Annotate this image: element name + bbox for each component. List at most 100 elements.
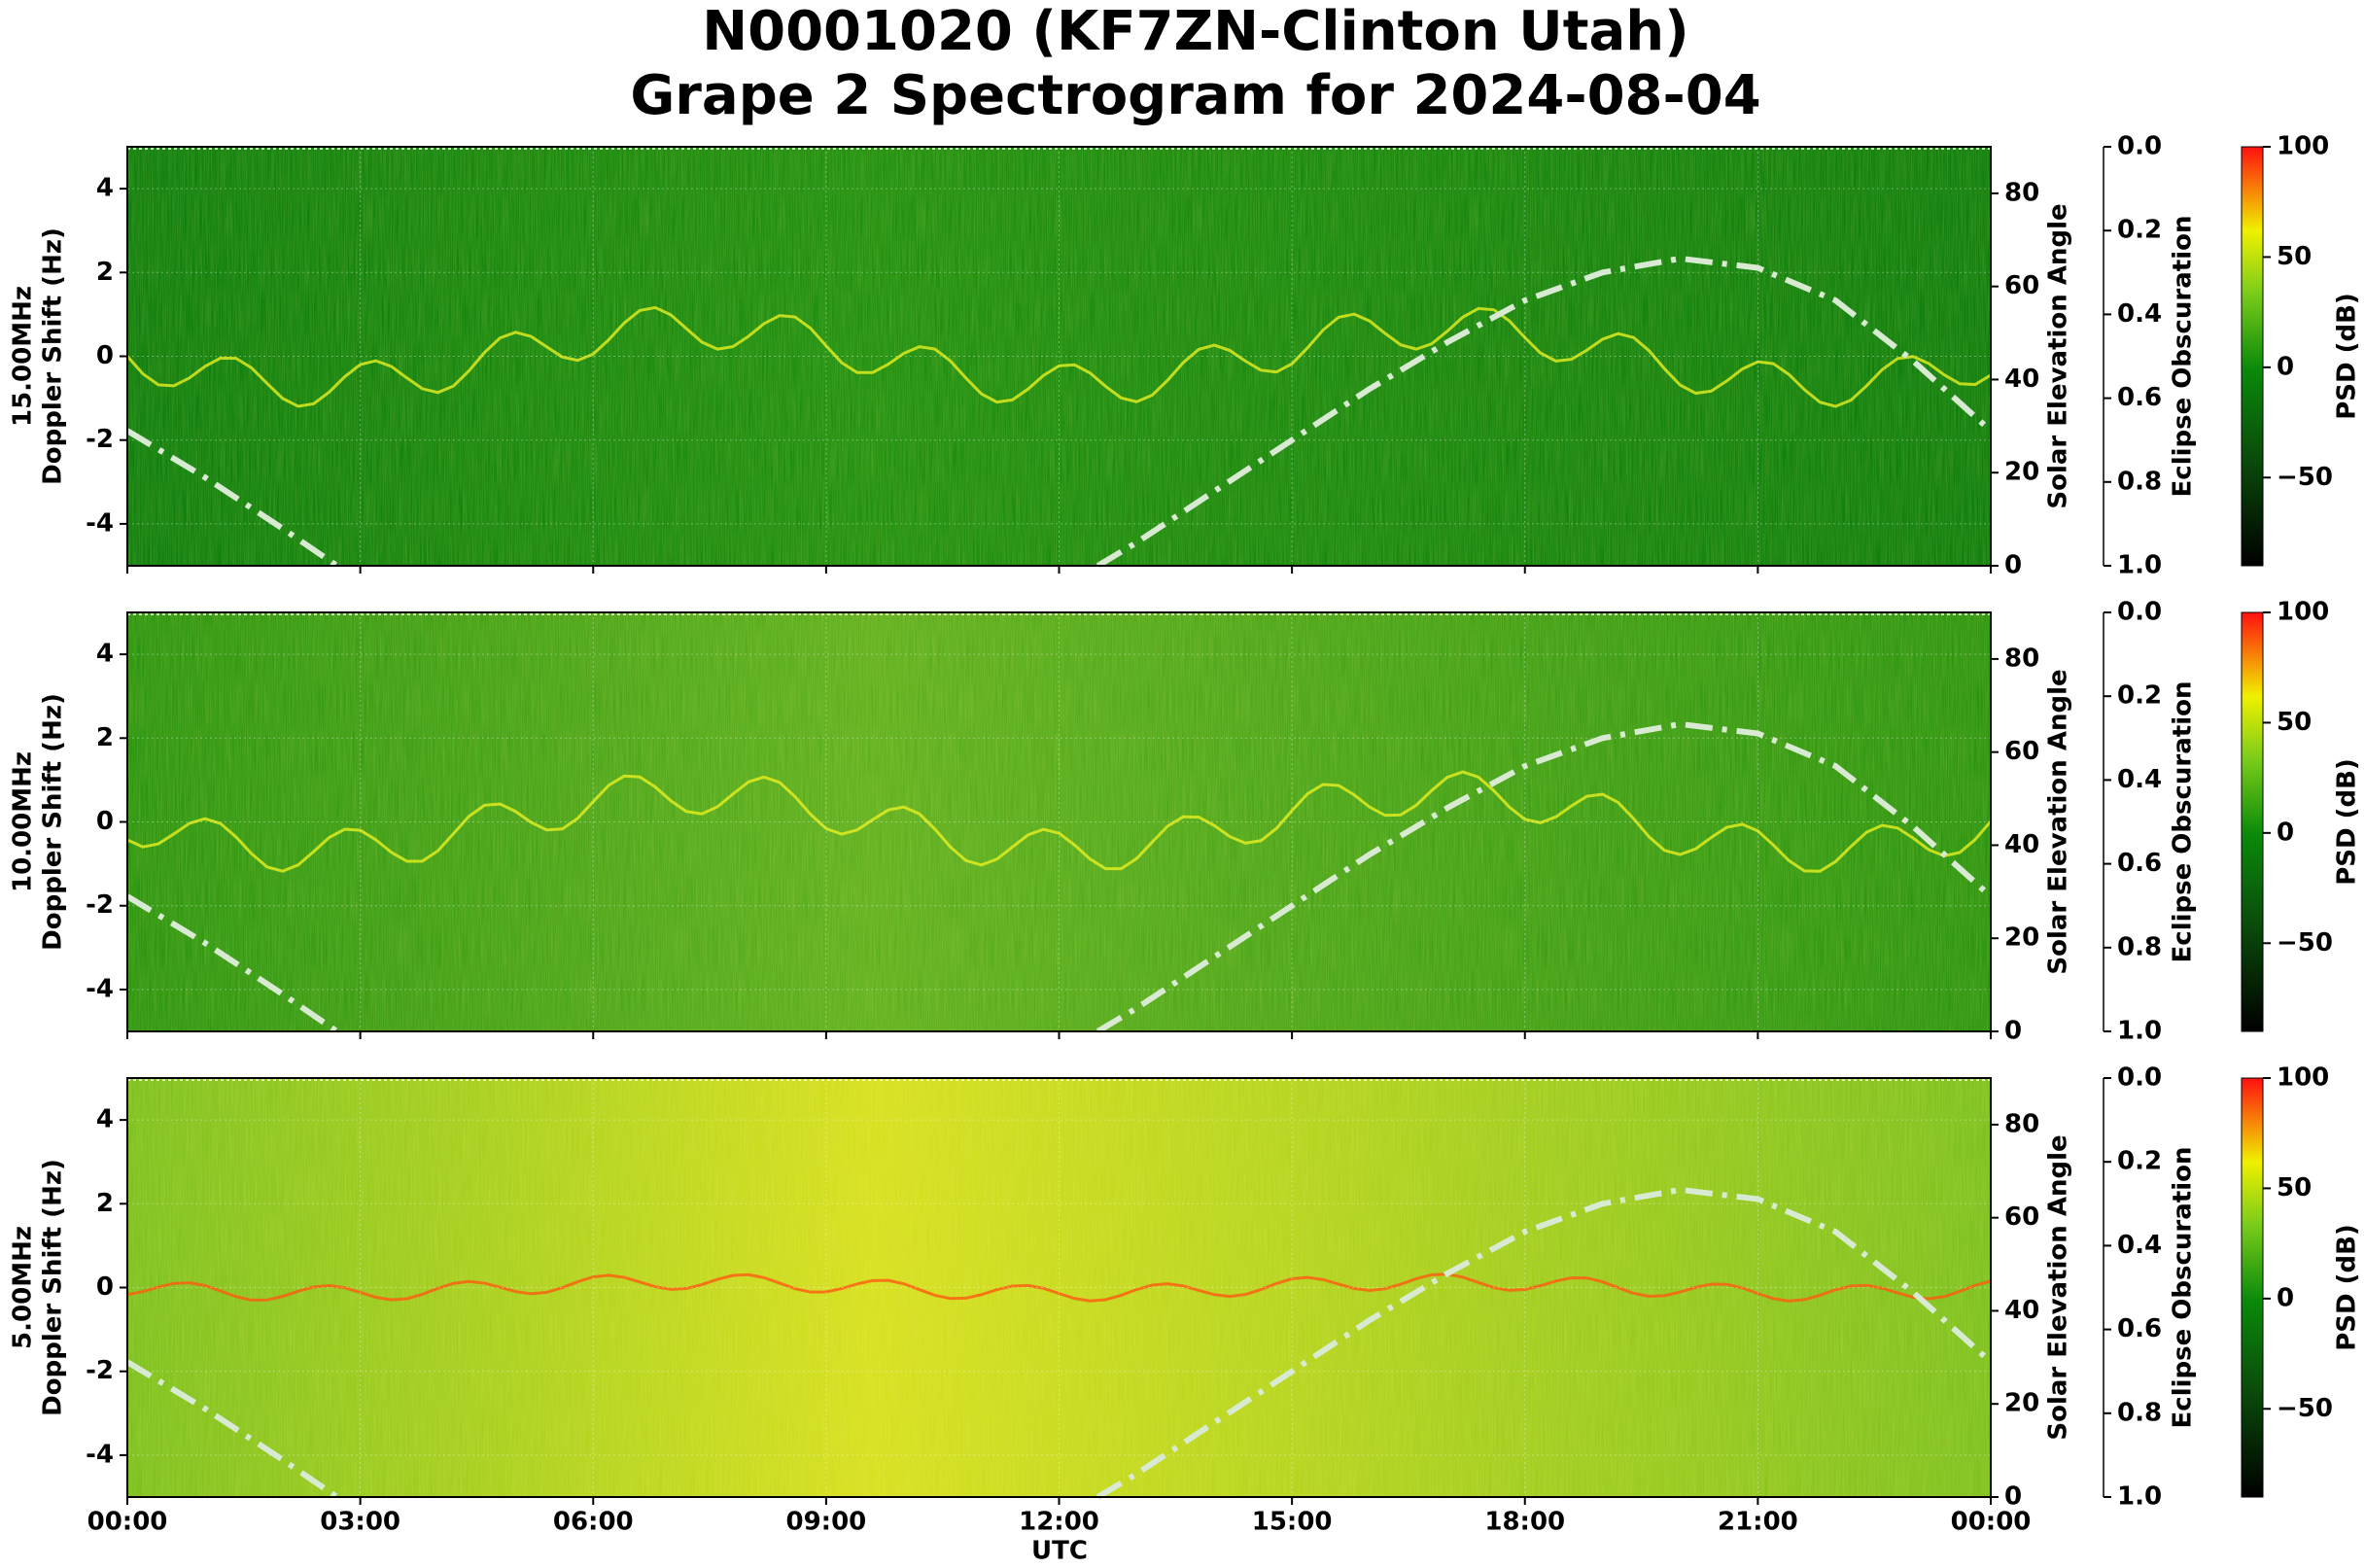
colorbar-tick-label: −50 bbox=[2277, 463, 2333, 492]
colorbar bbox=[2241, 146, 2264, 567]
y3-tick-label: 0.8 bbox=[2117, 1398, 2162, 1427]
y2-axis-label: Solar Elevation Angle bbox=[2044, 669, 2073, 974]
colorbar-tick-label: 100 bbox=[2277, 1063, 2329, 1093]
y-axis-label: Doppler Shift (Hz) bbox=[39, 227, 68, 485]
y2-tick-label: 80 bbox=[2004, 1109, 2039, 1138]
solar-elevation-line bbox=[125, 1359, 339, 1500]
y-tick-label: -2 bbox=[86, 1356, 114, 1385]
y-tick-label: 0 bbox=[96, 341, 114, 370]
solar-elevation-line bbox=[1096, 255, 1994, 569]
y2-tick-label: 80 bbox=[2004, 178, 2039, 207]
colorbar bbox=[2241, 1077, 2264, 1498]
doppler-trace bbox=[125, 305, 1992, 408]
y2-tick-label: 80 bbox=[2004, 644, 2039, 673]
doppler-trace bbox=[126, 770, 1993, 873]
y3-tick-label: 0.2 bbox=[2117, 1147, 2162, 1176]
y3-axis-label: Eclipse Obscuration bbox=[2169, 681, 2198, 963]
y3-tick-label: 0.2 bbox=[2117, 216, 2162, 245]
colorbar-tick-label: 50 bbox=[2277, 242, 2312, 271]
y3-tick-label: 0.0 bbox=[2117, 598, 2162, 627]
y-axis-label: 15.00MHz bbox=[9, 286, 38, 427]
y-tick-label: 2 bbox=[96, 258, 114, 287]
y3-tick-label: 1.0 bbox=[2117, 1017, 2162, 1046]
y2-tick-label: 0 bbox=[2004, 1017, 2022, 1046]
y-tick-label: 0 bbox=[96, 807, 114, 836]
solar-elevation-line bbox=[125, 893, 339, 1034]
y-axis-label: Doppler Shift (Hz) bbox=[39, 1159, 68, 1416]
y-tick-label: 4 bbox=[96, 1105, 114, 1134]
y-tick-label: 2 bbox=[96, 1189, 114, 1218]
plot-frame bbox=[126, 146, 1992, 567]
y-tick-label: 0 bbox=[96, 1272, 114, 1302]
y2-axis-label: Solar Elevation Angle bbox=[2044, 203, 2073, 508]
x-tick-label: 15:00 bbox=[1252, 1508, 1333, 1537]
y2-tick-label: 60 bbox=[2004, 1202, 2039, 1232]
y-tick-label: 4 bbox=[96, 174, 114, 203]
y2-axis-label: Solar Elevation Angle bbox=[2044, 1134, 2073, 1440]
colorbar-tick-label: 50 bbox=[2277, 1173, 2312, 1202]
y2-tick-label: 40 bbox=[2004, 1296, 2039, 1325]
colorbar-tick-label: 50 bbox=[2277, 708, 2312, 737]
y3-tick-label: 0.4 bbox=[2117, 299, 2162, 329]
y3-tick-label: 0.0 bbox=[2117, 132, 2162, 161]
chart-title: N0001020 (KF7ZN-Clinton Utah) bbox=[702, 0, 1689, 63]
plot-frame bbox=[126, 1077, 1992, 1498]
x-tick-label: 00:00 bbox=[87, 1508, 168, 1537]
y3-tick-label: 0.2 bbox=[2117, 681, 2162, 711]
x-tick-label: 09:00 bbox=[785, 1508, 866, 1537]
y2-tick-label: 40 bbox=[2004, 830, 2039, 859]
y3-tick-label: 1.0 bbox=[2117, 1482, 2162, 1512]
y-axis-label: 10.00MHz bbox=[9, 751, 38, 892]
y3-tick-label: 0.6 bbox=[2117, 849, 2162, 878]
colorbar-label: PSD (dB) bbox=[2333, 293, 2362, 420]
spectrogram-noise bbox=[127, 147, 1991, 566]
y-axis-label: 5.00MHz bbox=[9, 1226, 38, 1349]
y3-tick-label: 0.4 bbox=[2117, 765, 2162, 794]
doppler-trace bbox=[126, 1272, 1992, 1303]
y3-axis-label: Eclipse Obscuration bbox=[2169, 216, 2198, 498]
y-axis-label: Doppler Shift (Hz) bbox=[39, 693, 68, 951]
colorbar-tick-label: 0 bbox=[2277, 1283, 2294, 1312]
x-tick-label: 03:00 bbox=[320, 1508, 400, 1537]
x-axis-label: UTC bbox=[1031, 1537, 1088, 1566]
x-tick-label: 12:00 bbox=[1019, 1508, 1099, 1537]
y2-tick-label: 60 bbox=[2004, 737, 2039, 766]
y-tick-label: -2 bbox=[86, 890, 114, 920]
y3-tick-label: 0.8 bbox=[2117, 467, 2162, 496]
colorbar-label: PSD (dB) bbox=[2333, 1224, 2362, 1351]
x-tick-label: 18:00 bbox=[1484, 1508, 1565, 1537]
colorbar-label: PSD (dB) bbox=[2333, 758, 2362, 886]
solar-elevation-line bbox=[1096, 720, 1994, 1034]
y3-tick-label: 0.4 bbox=[2117, 1231, 2162, 1260]
y3-tick-label: 0.0 bbox=[2117, 1063, 2162, 1093]
colorbar-tick-label: 0 bbox=[2277, 818, 2294, 847]
y3-tick-label: 1.0 bbox=[2117, 551, 2162, 580]
spectrogram-noise bbox=[127, 612, 1991, 1031]
y2-tick-label: 0 bbox=[2004, 1482, 2022, 1512]
y3-axis-label: Eclipse Obscuration bbox=[2169, 1147, 2198, 1429]
x-tick-label: 00:00 bbox=[1951, 1508, 2032, 1537]
y3-tick-label: 0.6 bbox=[2117, 1314, 2162, 1343]
y3-tick-label: 0.8 bbox=[2117, 932, 2162, 961]
y-tick-label: -4 bbox=[86, 974, 114, 1003]
y-tick-label: -2 bbox=[86, 425, 114, 454]
colorbar-tick-label: −50 bbox=[2277, 1394, 2333, 1423]
colorbar-tick-label: 100 bbox=[2277, 132, 2329, 161]
solar-elevation-line bbox=[1096, 1186, 1994, 1500]
solar-elevation-line bbox=[125, 428, 339, 569]
y2-tick-label: 20 bbox=[2004, 458, 2039, 487]
x-tick-label: 06:00 bbox=[553, 1508, 634, 1537]
y2-tick-label: 0 bbox=[2004, 551, 2022, 580]
y2-tick-label: 20 bbox=[2004, 923, 2039, 953]
y-tick-label: -4 bbox=[86, 1440, 114, 1469]
y-tick-label: -4 bbox=[86, 508, 114, 538]
y3-tick-label: 0.6 bbox=[2117, 383, 2162, 412]
colorbar-tick-label: 100 bbox=[2277, 598, 2329, 627]
colorbar bbox=[2241, 611, 2264, 1032]
y2-tick-label: 20 bbox=[2004, 1389, 2039, 1418]
x-tick-label: 21:00 bbox=[1718, 1508, 1798, 1537]
plot-frame bbox=[126, 611, 1992, 1032]
colorbar-tick-label: 0 bbox=[2277, 352, 2294, 381]
y2-tick-label: 40 bbox=[2004, 365, 2039, 394]
